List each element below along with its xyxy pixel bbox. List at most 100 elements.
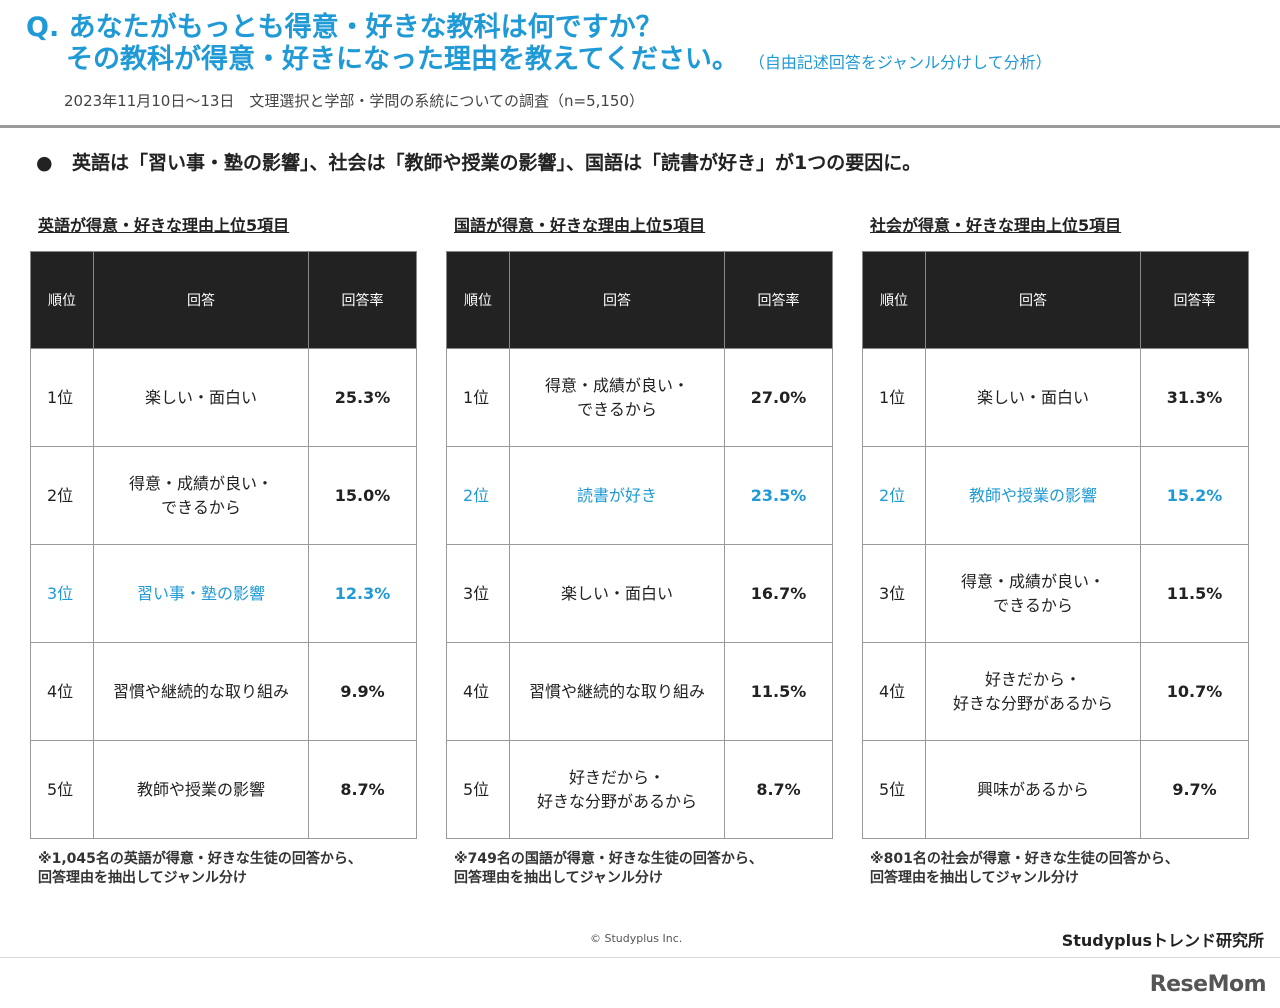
response-line: 得意・成績が良い・ [544, 375, 689, 395]
table-row: 5位 好きだから・ 好きな分野があるから 8.7% [446, 740, 833, 839]
response-cell: 読書が好き [509, 446, 725, 545]
rank-cell: 1位 [30, 348, 94, 447]
response-line: 楽しい・面白い [144, 387, 257, 407]
rate-cell: 8.7% [724, 740, 833, 839]
rate-cell: 23.5% [724, 446, 833, 545]
rate-cell: 9.7% [1140, 740, 1249, 839]
column-header-rank: 順位 [446, 251, 510, 349]
table-row: 4位 習慣や継続的な取り組み 9.9% [30, 642, 417, 741]
table-header-row: 順位 回答 回答率 [446, 251, 833, 349]
panel-note: ※801名の社会が得意・好きな生徒の回答から、 回答理由を抽出してジャンル分け [870, 850, 1179, 888]
rank-cell: 3位 [30, 544, 94, 643]
key-finding-text: 英語は「習い事・塾の影響」、社会は「教師や授業の影響」、国語は「読書が好き」が1… [72, 152, 922, 174]
rank-cell: 1位 [862, 348, 926, 447]
response-line: 楽しい・面白い [560, 583, 673, 603]
response-cell: 楽しい・面白い [509, 544, 725, 643]
response-cell: 教師や授業の影響 [93, 740, 309, 839]
response-line: 好きな分野があるから [536, 791, 697, 811]
key-finding: ● 英語は「習い事・塾の影響」、社会は「教師や授業の影響」、国語は「読書が好き」が… [36, 148, 921, 175]
question-line-1: Q. あなたがもっとも得意・好きな教科は何ですか？ [26, 12, 663, 43]
table-row: 5位 興味があるから 9.7% [862, 740, 1249, 839]
rank-cell: 4位 [446, 642, 510, 741]
question-line-2: その教科が得意・好きになった理由を教えてください。 （自由記述回答をジャンル分けし… [26, 44, 1052, 79]
table-row: 3位 楽しい・面白い 16.7% [446, 544, 833, 643]
response-line: できるから [993, 595, 1073, 615]
table-row: 4位 習慣や継続的な取り組み 11.5% [446, 642, 833, 741]
response-line: 得意・成績が良い・ [128, 473, 273, 493]
table-row: 3位 得意・成績が良い・ できるから 11.5% [862, 544, 1249, 643]
table-row: 2位 得意・成績が良い・ できるから 15.0% [30, 446, 417, 545]
panel-note-line-1: ※801名の社会が得意・好きな生徒の回答から、 [870, 851, 1179, 867]
rank-cell: 2位 [862, 446, 926, 545]
rank-cell: 2位 [30, 446, 94, 545]
response-cell: 楽しい・面白い [93, 348, 309, 447]
question-title: Q. あなたがもっとも得意・好きな教科は何ですか？ その教科が得意・好きになった… [26, 12, 1052, 79]
response-line: できるから [161, 497, 241, 517]
rate-cell: 15.2% [1140, 446, 1249, 545]
rate-cell: 25.3% [308, 348, 417, 447]
column-header-rate: 回答率 [724, 251, 833, 349]
column-header-rank: 順位 [862, 251, 926, 349]
response-cell: 習慣や継続的な取り組み [93, 642, 309, 741]
response-cell: 得意・成績が良い・ できるから [93, 446, 309, 545]
table-row: 1位 得意・成績が良い・ できるから 27.0% [446, 348, 833, 447]
rank-cell: 4位 [862, 642, 926, 741]
rank-cell: 3位 [862, 544, 926, 643]
response-cell: 好きだから・ 好きな分野があるから [925, 642, 1141, 741]
rate-cell: 11.5% [1140, 544, 1249, 643]
panel-note: ※749名の国語が得意・好きな生徒の回答から、 回答理由を抽出してジャンル分け [454, 850, 763, 888]
response-line: 興味があるから [976, 779, 1089, 799]
rate-cell: 12.3% [308, 544, 417, 643]
panel-social-studies: 社会が得意・好きな理由上位5項目 順位 回答 回答率 1位 楽しい・面白い 31.3… [862, 214, 1249, 886]
table-row: 1位 楽しい・面白い 31.3% [862, 348, 1249, 447]
panel-japanese: 国語が得意・好きな理由上位5項目 順位 回答 回答率 1位 得意・成績が良い・ でき… [446, 214, 833, 886]
response-line: 教師や授業の影響 [136, 779, 265, 799]
panel-note-line-2: 回答理由を抽出してジャンル分け [870, 870, 1079, 886]
rate-cell: 11.5% [724, 642, 833, 741]
table-row: 4位 好きだから・ 好きな分野があるから 10.7% [862, 642, 1249, 741]
table-row: 2位 教師や授業の影響 15.2% [862, 446, 1249, 545]
response-line: 習慣や継続的な取り組み [528, 681, 705, 701]
rate-cell: 9.9% [308, 642, 417, 741]
response-cell: 習い事・塾の影響 [93, 544, 309, 643]
response-line: できるから [577, 399, 657, 419]
panel-note-line-1: ※749名の国語が得意・好きな生徒の回答から、 [454, 851, 763, 867]
response-cell: 楽しい・面白い [925, 348, 1141, 447]
rate-cell: 16.7% [724, 544, 833, 643]
table-row: 5位 教師や授業の影響 8.7% [30, 740, 417, 839]
response-cell: 教師や授業の影響 [925, 446, 1141, 545]
response-cell: 好きだから・ 好きな分野があるから [509, 740, 725, 839]
response-line: 得意・成績が良い・ [960, 571, 1105, 591]
rank-cell: 5位 [446, 740, 510, 839]
ranking-table: 順位 回答 回答率 1位 楽しい・面白い 31.3% 2位 教師や授業の影響 15.2% 3… [862, 251, 1249, 839]
question-line-2-text: その教科が得意・好きになった理由を教えてください。 [66, 44, 739, 75]
response-line: 習い事・塾の影響 [136, 583, 265, 603]
rank-cell: 1位 [446, 348, 510, 447]
slide: Q. あなたがもっとも得意・好きな教科は何ですか？ その教科が得意・好きになった… [0, 12, 1280, 958]
rank-cell: 5位 [862, 740, 926, 839]
organization-name: Studyplusトレンド研究所 [1061, 931, 1264, 950]
response-line: 読書が好き [576, 485, 657, 505]
column-header-response: 回答 [509, 251, 725, 349]
bullet-icon: ● [36, 152, 53, 174]
column-header-rate: 回答率 [1140, 251, 1249, 349]
response-cell: 興味があるから [925, 740, 1141, 839]
response-cell: 習慣や継続的な取り組み [509, 642, 725, 741]
panel-title: 英語が得意・好きな理由上位5項目 [38, 216, 290, 235]
survey-meta: 2023年11月10日〜13日 文理選択と学部・学問の系統についての調査（n=5… [64, 92, 645, 110]
table-row: 2位 読書が好き 23.5% [446, 446, 833, 545]
rank-cell: 2位 [446, 446, 510, 545]
rate-cell: 10.7% [1140, 642, 1249, 741]
panel-note-line-2: 回答理由を抽出してジャンル分け [38, 870, 247, 886]
panel-title: 国語が得意・好きな理由上位5項目 [454, 216, 706, 235]
table-header-row: 順位 回答 回答率 [30, 251, 417, 349]
rank-cell: 5位 [30, 740, 94, 839]
table-row: 1位 楽しい・面白い 25.3% [30, 348, 417, 447]
panel-note-line-1: ※1,045名の英語が得意・好きな生徒の回答から、 [38, 851, 362, 867]
panel-note-line-2: 回答理由を抽出してジャンル分け [454, 870, 663, 886]
column-header-response: 回答 [93, 251, 309, 349]
response-cell: 得意・成績が良い・ できるから [925, 544, 1141, 643]
response-line: 教師や授業の影響 [968, 485, 1097, 505]
panel-note: ※1,045名の英語が得意・好きな生徒の回答から、 回答理由を抽出してジャンル分… [38, 850, 362, 888]
rate-cell: 31.3% [1140, 348, 1249, 447]
